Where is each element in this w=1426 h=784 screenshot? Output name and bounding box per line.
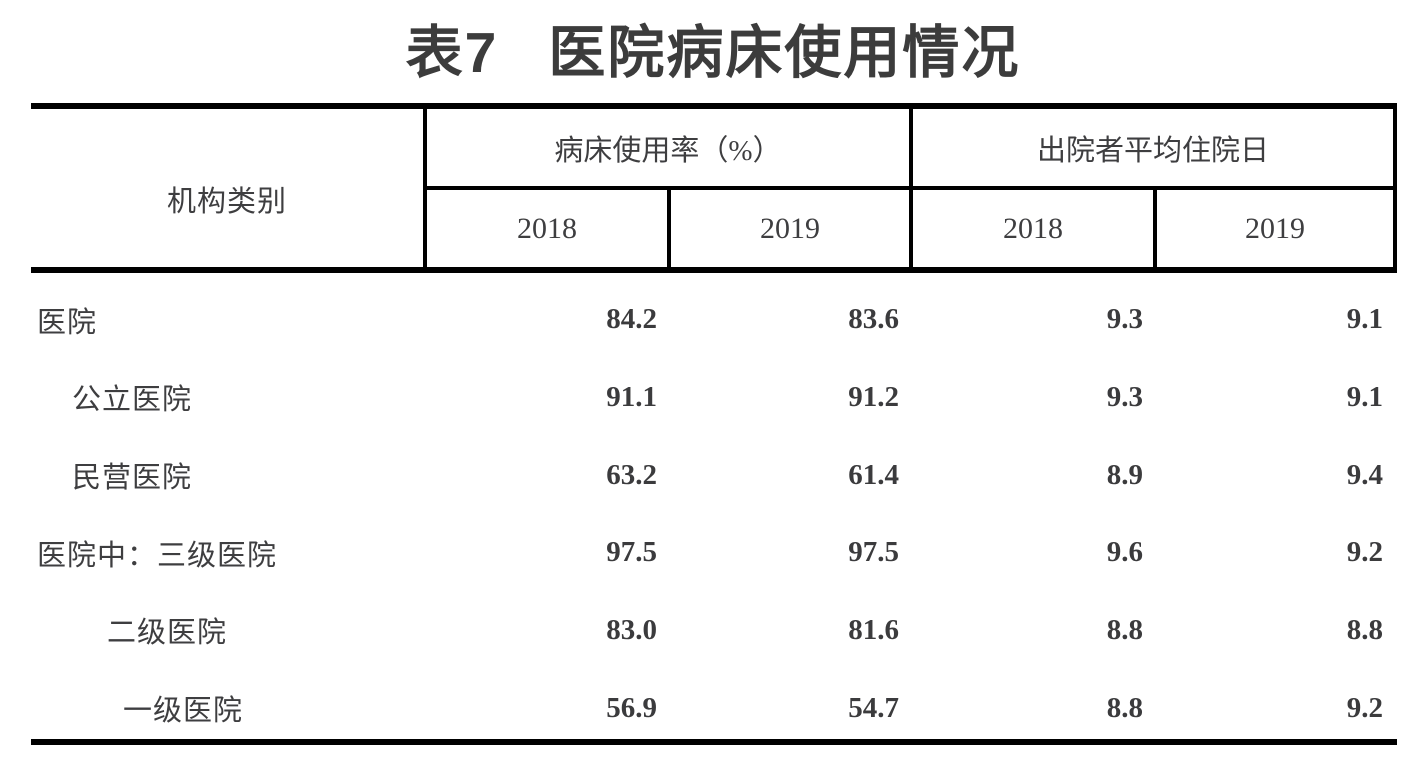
row-label: 一级医院 <box>123 695 244 728</box>
value-cell: 9.3 <box>1106 380 1143 413</box>
header-year-bed-2019: 2019 <box>671 190 913 273</box>
row-label: 医院 <box>37 306 98 339</box>
value-cell: 83.6 <box>848 303 899 336</box>
page-title: 表7 医院病床使用情况 <box>0 22 1426 85</box>
table-row-primary-hospital: 一级医院 56.9 54.7 8.8 9.2 <box>31 661 1397 739</box>
row-label: 二级医院 <box>107 617 228 650</box>
value-cell: 9.3 <box>1106 303 1143 336</box>
value-cell: 84.2 <box>606 303 657 336</box>
table-row-public-hospital: 公立医院 91.1 91.2 9.3 9.1 <box>31 351 1397 429</box>
row-label: 民营医院 <box>72 462 193 495</box>
header-group-bed-utilization-rate: 病床使用率（%） <box>427 103 913 190</box>
hospital-bed-usage-table: 机构类别 病床使用率（%） 出院者平均住院日 2018 2019 2018 20… <box>31 103 1397 745</box>
value-cell: 8.8 <box>1106 613 1143 646</box>
header-year-stay-2018: 2018 <box>913 190 1157 273</box>
value-cell: 91.2 <box>848 380 899 413</box>
value-cell: 9.2 <box>1346 691 1383 724</box>
value-cell: 9.1 <box>1346 303 1383 336</box>
value-cell: 97.5 <box>606 536 657 569</box>
header-year-bed-2018: 2018 <box>427 190 671 273</box>
value-cell: 9.2 <box>1346 536 1383 569</box>
value-cell: 8.8 <box>1106 691 1143 724</box>
table-title-text: 医院病床使用情况 <box>548 21 1021 85</box>
value-cell: 91.1 <box>606 380 657 413</box>
table-row-tertiary-hospital: 医院中：三级医院 97.5 97.5 9.6 9.2 <box>31 506 1397 584</box>
header-group-avg-length-of-stay: 出院者平均住院日 <box>913 103 1397 190</box>
value-cell: 81.6 <box>848 613 899 646</box>
table-row-hospital: 医院 84.2 83.6 9.3 9.1 <box>31 273 1397 351</box>
value-cell: 61.4 <box>848 458 899 491</box>
table-header: 机构类别 病床使用率（%） 出院者平均住院日 2018 2019 2018 20… <box>31 103 1397 273</box>
header-year-stay-2019: 2019 <box>1157 190 1397 273</box>
value-cell: 9.1 <box>1346 380 1383 413</box>
value-cell: 8.8 <box>1346 613 1383 646</box>
table-number: 表7 <box>405 21 499 85</box>
value-cell: 9.6 <box>1106 536 1143 569</box>
value-cell: 97.5 <box>848 536 899 569</box>
value-cell: 9.4 <box>1346 458 1383 491</box>
value-cell: 54.7 <box>848 691 899 724</box>
value-cell: 63.2 <box>606 458 657 491</box>
row-label: 医院中：三级医院 <box>37 539 278 572</box>
header-category: 机构类别 <box>31 103 427 273</box>
table-row-private-hospital: 民营医院 63.2 61.4 8.9 9.4 <box>31 428 1397 506</box>
value-cell: 56.9 <box>606 691 657 724</box>
table-row-secondary-hospital: 二级医院 83.0 81.6 8.8 8.8 <box>31 584 1397 662</box>
value-cell: 8.9 <box>1106 458 1143 491</box>
row-label: 公立医院 <box>72 384 193 417</box>
table-body: 医院 84.2 83.6 9.3 9.1 公立医院 91.1 91.2 9.3 … <box>31 273 1397 745</box>
value-cell: 83.0 <box>606 613 657 646</box>
